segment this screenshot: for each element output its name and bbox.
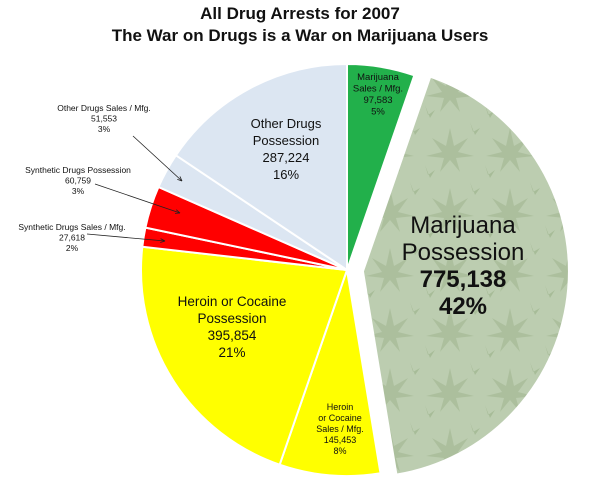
leader-arrow-synthetic-drugs-sales-mfg xyxy=(160,238,166,243)
pie-slice-heroin-or-cocaine-sales-mfg xyxy=(278,269,382,477)
leader-arrow-other-drugs-sales-mfg xyxy=(177,176,183,182)
slice-labels: Marijuana Sales / Mfg. 97,583 5% Marijuana Po… xyxy=(18,72,524,456)
slice-label-synthetic-drugs-sales-mfg: Synthetic Drugs Sales / Mfg. 27,618 2% xyxy=(18,222,125,253)
slice-label-synthetic-drugs-possession: Synthetic Drugs Possession 60,759 3% xyxy=(25,165,131,196)
chart-subtitle: The War on Drugs is a War on Marijuana U… xyxy=(111,26,489,45)
chart-title: All Drug Arrests for 2007 xyxy=(200,4,400,23)
slice-label-other-drugs-possession: Other Drugs Possession 287,224 16% xyxy=(251,116,322,182)
leader-line-synthetic-drugs-sales-mfg xyxy=(86,233,166,242)
pie-slice-other-drugs-possession xyxy=(174,62,348,272)
pie-slice-heroin-or-cocaine-possession xyxy=(140,245,349,466)
slice-label-marijuana-sales-mfg: Marijuana Sales / Mfg. 97,583 5% xyxy=(353,72,403,118)
leader-line-other-drugs-sales-mfg xyxy=(132,135,183,182)
slice-label-heroin-or-cocaine-possession: Heroin or Cocaine Possession 395,854 21% xyxy=(178,294,287,360)
leader-arrow-synthetic-drugs-possession xyxy=(174,209,181,214)
slice-label-other-drugs-sales-mfg: Other Drugs Sales / Mfg. 51,553 3% xyxy=(57,103,151,134)
pie-slices xyxy=(140,62,570,477)
pie-slice-marijuana-possession xyxy=(361,75,570,476)
slice-label-marijuana-possession: Marijuana Possession 775,138 42% xyxy=(402,212,525,320)
leader-line-synthetic-drugs-possession xyxy=(94,183,181,214)
leader-lines xyxy=(86,135,183,243)
slice-label-heroin-or-cocaine-sales-mfg: Heroin or Cocaine Sales / Mfg. 145,453 8% xyxy=(316,402,364,456)
